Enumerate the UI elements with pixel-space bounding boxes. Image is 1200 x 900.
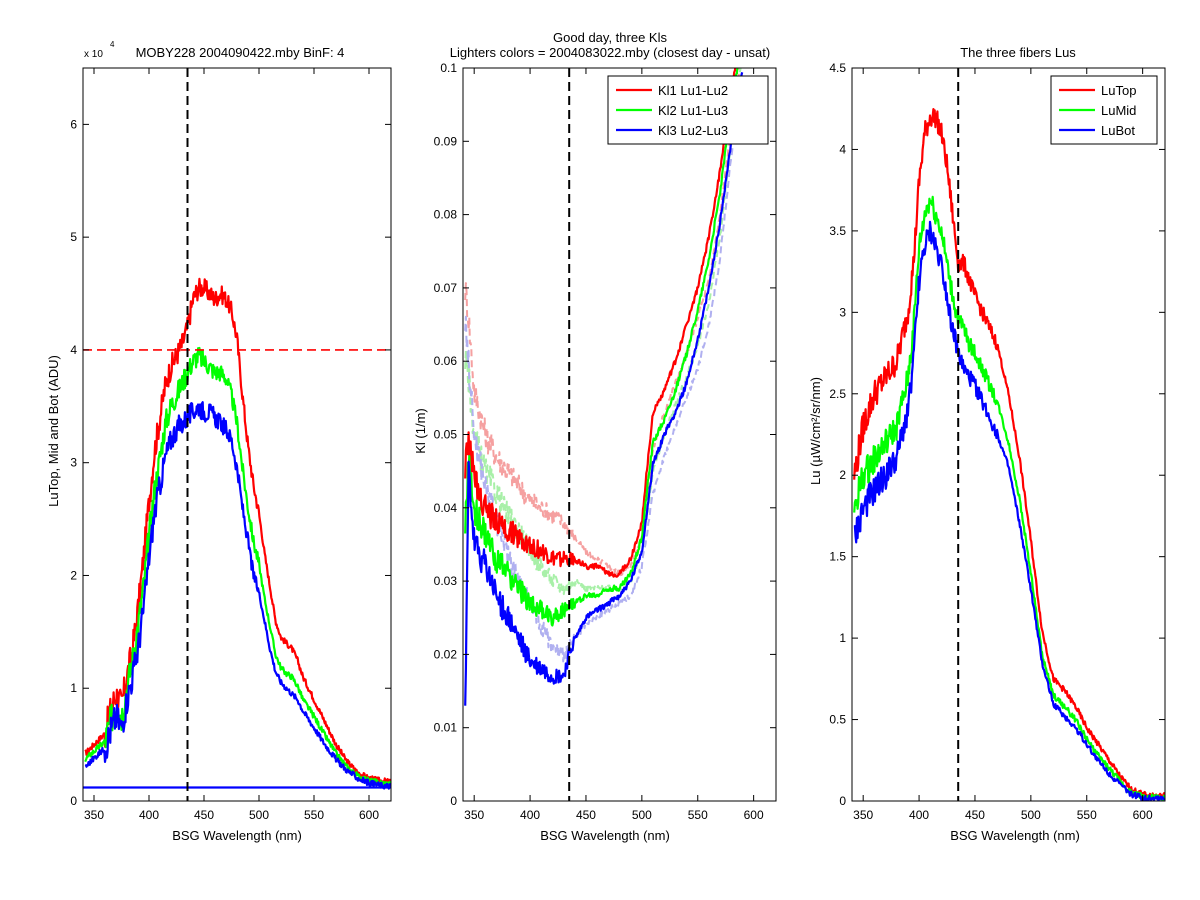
panel-title: Good day, three Kls xyxy=(553,30,667,45)
legend-box xyxy=(607,75,769,145)
legend-entry: LuTop xyxy=(1101,83,1136,98)
plot-area xyxy=(853,68,1165,801)
legend: Kl1 Lu1-Lu2 Kl2 Lu1-Lu3 Kl3 Lu2-Lu3 xyxy=(607,75,769,145)
x-tick-label: 350 xyxy=(853,808,873,822)
series-line-kl3-lu2-lu3 xyxy=(464,71,744,706)
series-line-kl2-lu1-lu3 xyxy=(464,68,739,627)
y-tick-label: 0.5 xyxy=(829,713,846,727)
x-axis-label: BSG Wavelength (nm) xyxy=(950,828,1080,843)
x-tick-label: 600 xyxy=(1133,808,1153,822)
y-tick-label: 0.06 xyxy=(434,354,458,368)
x-tick-label: 350 xyxy=(84,808,104,822)
y-tick-label: 0.04 xyxy=(434,501,458,515)
series-line-light-3 xyxy=(464,68,741,577)
x-tick-label: 500 xyxy=(1021,808,1041,822)
legend-entry: Kl3 Lu2-Lu3 xyxy=(658,123,728,138)
y-tick-label: 0 xyxy=(839,794,846,808)
y-tick-label: 0 xyxy=(450,794,457,808)
y-axis-label: Kl (1/m) xyxy=(413,408,428,454)
panel-kl-attenuation: Good day, three Kls Lighters colors = 20… xyxy=(413,30,777,843)
panel-luminance-adu: MOBY228 2004090422.mby BinF: 4 x 10 4 BS… xyxy=(46,40,392,843)
x-axis-label: BSG Wavelength (nm) xyxy=(172,828,302,843)
y-tick-label: 0 xyxy=(70,794,77,808)
x-tick-label: 500 xyxy=(632,808,652,822)
axes-frame xyxy=(82,67,392,802)
y-tick-label: 0.07 xyxy=(434,281,458,295)
series-line-light-5 xyxy=(464,70,744,663)
legend: LuTop LuMid LuBot xyxy=(1050,75,1158,145)
axes-frame xyxy=(851,67,1166,802)
panel-title: MOBY228 2004090422.mby BinF: 4 xyxy=(136,45,345,60)
y-tick-label: 4.5 xyxy=(829,61,846,75)
x-tick-label: 350 xyxy=(464,808,484,822)
y-tick-label: 0.09 xyxy=(434,134,458,148)
plot-area xyxy=(83,68,391,801)
series-line-kl1-lu1-lu2 xyxy=(464,68,737,578)
series-line-lubot xyxy=(853,220,1165,801)
y-tick-label: 0.01 xyxy=(434,721,458,735)
y-tick-label: 0.03 xyxy=(434,574,458,588)
x-tick-label: 600 xyxy=(359,808,379,822)
y-tick-label: 4 xyxy=(70,343,77,357)
y-exponent-label: x 10 xyxy=(84,49,103,60)
y-tick-label: 6 xyxy=(70,117,77,131)
y-tick-label: 4 xyxy=(839,142,846,156)
x-axis-label: BSG Wavelength (nm) xyxy=(540,828,670,843)
legend-entry: Kl1 Lu1-Lu2 xyxy=(658,83,728,98)
panel-three-fibers-lu: The three fibers Lus BSG Wavelength (nm)… xyxy=(808,45,1166,843)
series-line-light-0 xyxy=(84,277,391,785)
x-tick-label: 550 xyxy=(304,808,324,822)
x-tick-label: 450 xyxy=(194,808,214,822)
y-axis-label: LuTop, Mid and Bot (ADU) xyxy=(46,355,61,507)
y-tick-label: 0.1 xyxy=(440,61,457,75)
y-tick-label: 3 xyxy=(839,305,846,319)
panel-subtitle: Lighters colors = 2004083022.mby (closes… xyxy=(450,45,770,60)
y-tick-label: 2.5 xyxy=(829,387,846,401)
legend-entry: LuMid xyxy=(1101,103,1136,118)
y-axis-label: Lu (µW/cm²/sr/nm) xyxy=(808,377,823,485)
y-tick-label: 3.5 xyxy=(829,224,846,238)
y-tick-label: 0.08 xyxy=(434,208,458,222)
y-tick-label: 1.5 xyxy=(829,550,846,564)
y-tick-label: 2 xyxy=(839,468,846,482)
x-tick-label: 450 xyxy=(965,808,985,822)
y-exponent-power: 4 xyxy=(110,40,115,49)
x-tick-label: 400 xyxy=(909,808,929,822)
y-tick-label: 5 xyxy=(70,230,77,244)
x-tick-label: 600 xyxy=(744,808,764,822)
x-tick-label: 400 xyxy=(520,808,540,822)
plot-area xyxy=(464,68,744,801)
panel-title: The three fibers Lus xyxy=(960,45,1076,60)
x-tick-label: 450 xyxy=(576,808,596,822)
legend-entry: LuBot xyxy=(1101,123,1135,138)
x-tick-label: 500 xyxy=(249,808,269,822)
y-tick-label: 1 xyxy=(70,681,77,695)
series-line-lumid xyxy=(853,195,1165,801)
series-line-lutop xyxy=(853,107,1165,801)
y-tick-label: 0.02 xyxy=(434,647,458,661)
series-line-light-2 xyxy=(84,401,391,790)
series-line-light-1 xyxy=(84,346,391,788)
x-tick-label: 550 xyxy=(688,808,708,822)
y-tick-label: 0.05 xyxy=(434,428,458,442)
y-tick-label: 2 xyxy=(70,568,77,582)
x-tick-label: 550 xyxy=(1077,808,1097,822)
y-tick-label: 1 xyxy=(839,631,846,645)
legend-entry: Kl2 Lu1-Lu3 xyxy=(658,103,728,118)
y-tick-label: 3 xyxy=(70,456,77,470)
x-tick-label: 400 xyxy=(139,808,159,822)
